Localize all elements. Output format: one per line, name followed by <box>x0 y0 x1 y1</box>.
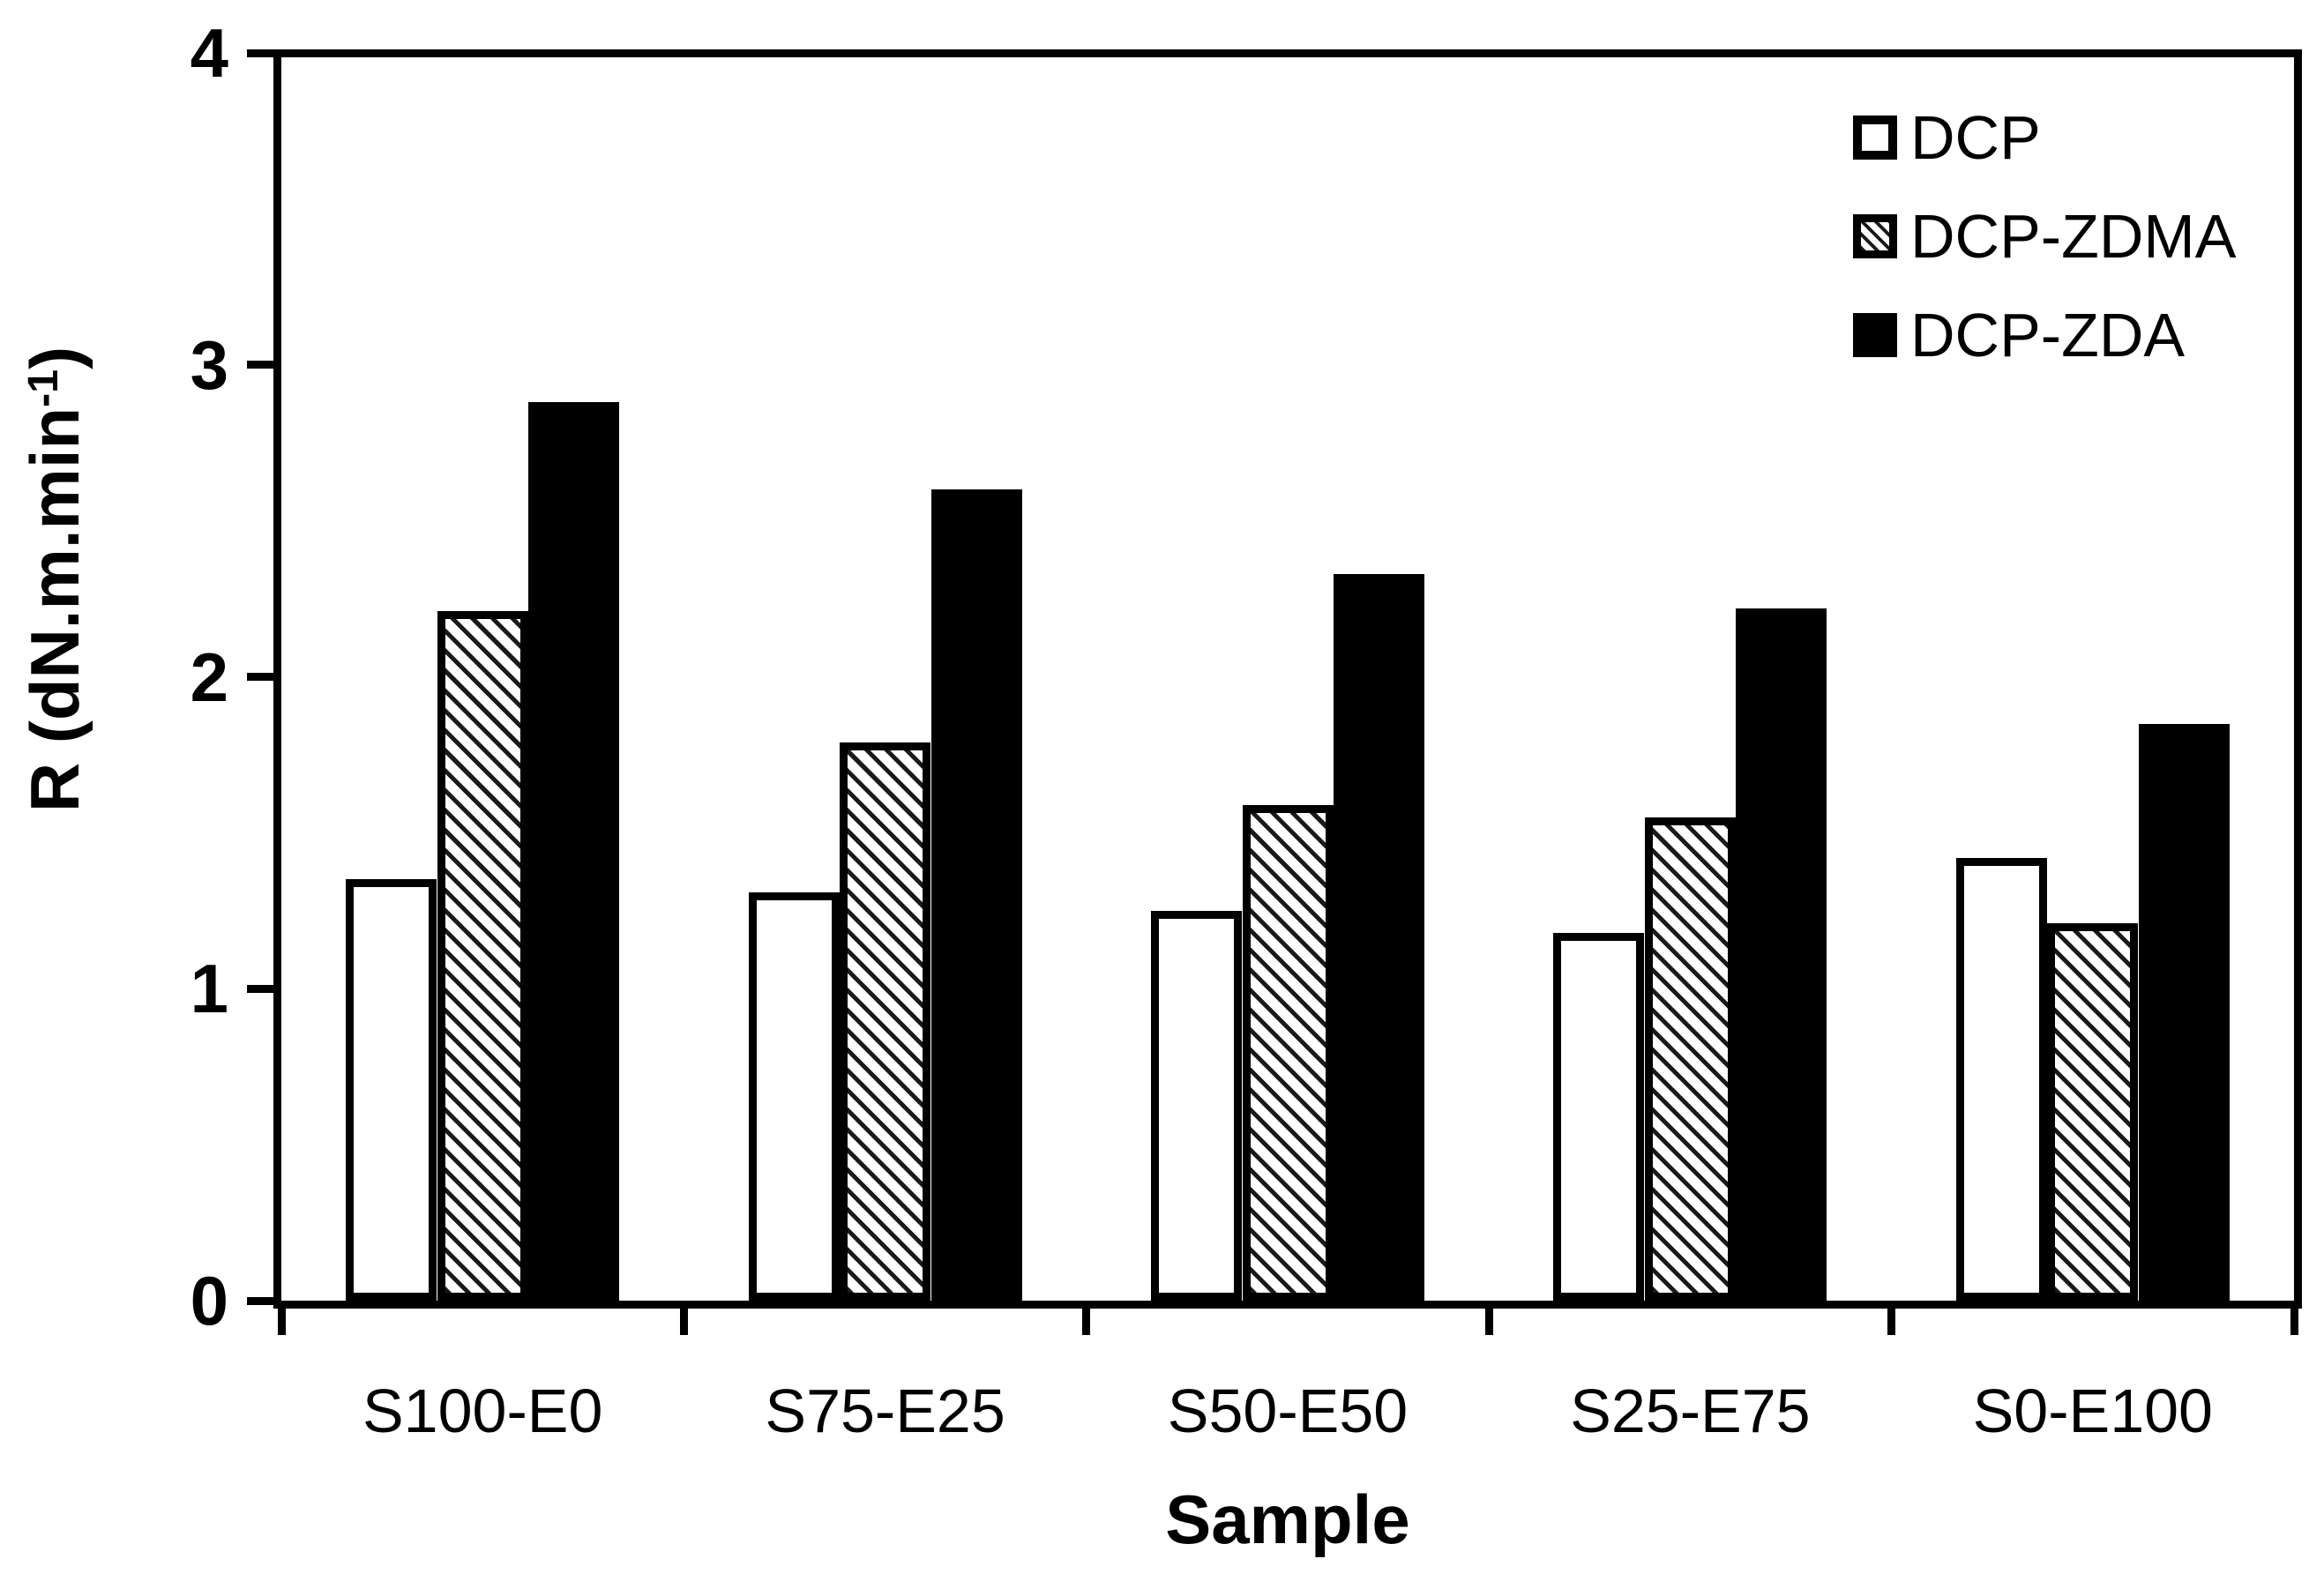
plot-area: 0 1 2 3 4 S100-E0 S75-E25 S50-E50 S25-E75 S0-E100 <box>191 14 2302 1445</box>
y-axis-tick <box>247 48 273 57</box>
x-axis-category-label: S25-E75 <box>1570 1376 1811 1445</box>
x-axis-tick <box>679 1301 688 1335</box>
bar-dcp-s0-e100 <box>1955 858 2047 1301</box>
legend-item-dcp-zdma: DCP-ZDMA <box>1853 205 2236 267</box>
x-axis-category-label: S0-E100 <box>1972 1376 2213 1445</box>
y-axis-title-text: R (dN.m.min <box>16 407 93 813</box>
y-axis-tick <box>247 673 273 681</box>
y-axis-tick-label: 1 <box>190 950 228 1028</box>
x-axis-tick <box>1484 1301 1493 1335</box>
y-axis-tick-label: 0 <box>190 1262 228 1339</box>
legend-item-dcp: DCP <box>1853 107 2236 168</box>
x-axis-title: Sample <box>1165 1481 1410 1558</box>
legend-label: DCP <box>1910 103 2041 172</box>
bar-dcp-s25-e75 <box>1553 933 1645 1301</box>
x-axis-category-label: S100-E0 <box>362 1376 603 1445</box>
x-axis-tick <box>2290 1301 2298 1335</box>
bar-dcp-zdma-s50-e50 <box>1242 805 1334 1301</box>
bar-dcp-zda-s100-e0 <box>528 402 620 1301</box>
bar-dcp-s100-e0 <box>346 879 437 1301</box>
bar-dcp-zdma-s100-e0 <box>437 611 528 1301</box>
y-axis-tick <box>247 984 273 993</box>
legend-swatch-hatched-icon <box>1853 214 1897 258</box>
bar-dcp-s50-e50 <box>1151 911 1242 1301</box>
y-axis-tick-label: 4 <box>190 14 228 92</box>
legend-label: DCP-ZDMA <box>1910 202 2237 271</box>
legend: DCP DCP-ZDMA DCP-ZDA <box>1853 107 2236 366</box>
y-axis-tick <box>247 361 273 369</box>
x-axis-category-label: S50-E50 <box>1167 1376 1409 1445</box>
y-axis-title-superscript: -1 <box>19 369 67 407</box>
x-axis-category-label: S75-E25 <box>765 1376 1005 1445</box>
y-axis-tick <box>247 1296 273 1305</box>
bar-dcp-zda-s0-e100 <box>2138 724 2230 1301</box>
legend-swatch-black-icon <box>1853 313 1897 357</box>
x-axis-tick <box>277 1301 286 1335</box>
legend-item-dcp-zda: DCP-ZDA <box>1853 304 2236 366</box>
x-axis-tick <box>1082 1301 1091 1335</box>
y-axis-title: R (dN.m.min-1) <box>14 183 95 976</box>
bar-dcp-s75-e25 <box>748 892 840 1301</box>
legend-swatch-white-icon <box>1853 116 1897 160</box>
x-axis-tick <box>1887 1301 1896 1335</box>
legend-label: DCP-ZDA <box>1910 301 2186 369</box>
bar-dcp-zda-s50-e50 <box>1334 574 1424 1301</box>
bar-dcp-zda-s25-e75 <box>1736 608 1827 1301</box>
bar-dcp-zdma-s75-e25 <box>840 742 931 1301</box>
bar-dcp-zda-s75-e25 <box>930 489 1022 1301</box>
bar-dcp-zdma-s0-e100 <box>2047 923 2139 1301</box>
y-axis-tick-label: 2 <box>190 638 228 716</box>
bar-dcp-zdma-s25-e75 <box>1644 817 1736 1301</box>
y-axis-tick-label: 3 <box>190 325 228 404</box>
